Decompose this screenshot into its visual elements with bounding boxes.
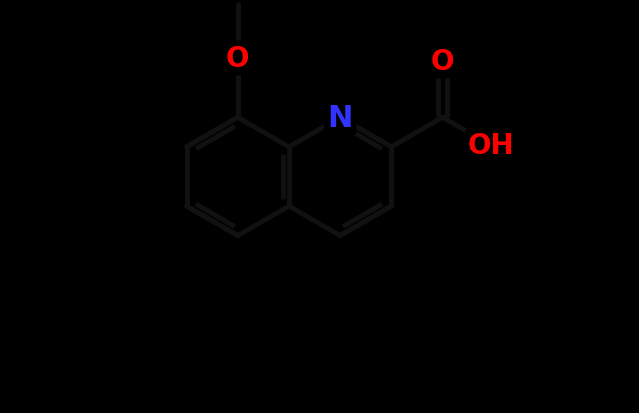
Text: OH: OH <box>468 132 514 160</box>
Text: O: O <box>226 45 249 73</box>
Text: N: N <box>328 104 353 133</box>
Text: O: O <box>431 48 454 76</box>
